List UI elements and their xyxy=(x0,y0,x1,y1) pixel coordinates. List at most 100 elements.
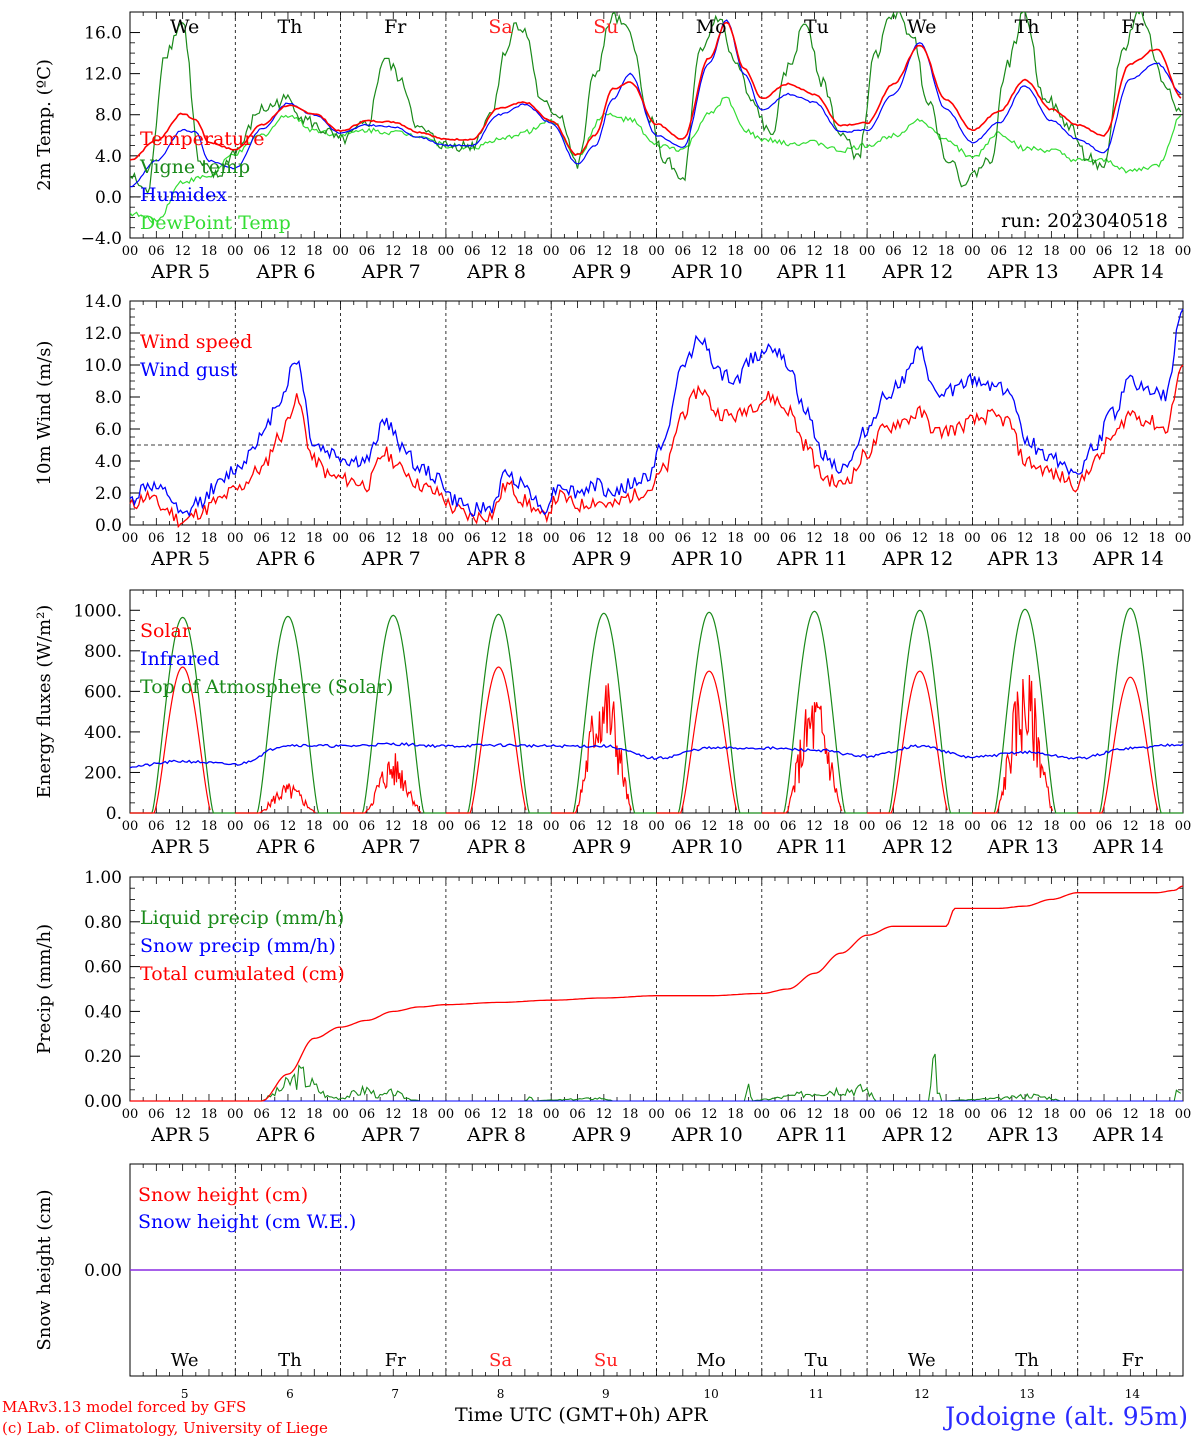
hour-tick-label: 00 xyxy=(648,819,665,834)
hour-tick-label: 06 xyxy=(990,244,1007,259)
total-cumulated-line xyxy=(130,885,1184,1102)
y-tick-label: 8.0 xyxy=(95,106,122,126)
weekday-label: Mo xyxy=(697,1350,726,1371)
y-tick-label: 1.00 xyxy=(84,868,122,888)
series-line-wind-speed xyxy=(129,364,1184,529)
weekday-label: Mo xyxy=(696,16,727,38)
hour-tick-label: 12 xyxy=(490,1107,507,1122)
series-line-vigne-temp xyxy=(130,12,1182,195)
hour-tick-label: 00 xyxy=(859,1107,876,1122)
hour-tick-label: 18 xyxy=(1148,531,1165,546)
hour-tick-label: 06 xyxy=(1096,819,1113,834)
hour-tick-label: 06 xyxy=(148,531,165,546)
weekday-label: Su xyxy=(593,16,618,38)
station-name: Jodoigne (alt. 95m) xyxy=(945,1402,1188,1431)
footer-model: MARv3.13 model forced by GFS xyxy=(2,1398,247,1416)
hour-tick-label: 06 xyxy=(464,244,481,259)
toa-solar-arc xyxy=(445,613,552,814)
y-tick-label: 800. xyxy=(84,642,122,662)
y-tick-label: 1000. xyxy=(73,601,122,621)
hour-tick-label: 06 xyxy=(675,1107,692,1122)
legend-entry: Humidex xyxy=(140,184,227,206)
legend-entry: Total cumulated (cm) xyxy=(140,963,345,985)
hour-tick-label: 00 xyxy=(859,244,876,259)
hour-tick-label: 18 xyxy=(1148,244,1165,259)
day-date-label: APR 5 xyxy=(150,261,210,283)
hour-tick-label: 00 xyxy=(859,819,876,834)
y-tick-label: 10.0 xyxy=(84,356,122,376)
hour-tick-label: 06 xyxy=(885,1107,902,1122)
hour-tick-label: 00 xyxy=(754,819,771,834)
weekday-label: Th xyxy=(1015,1350,1039,1371)
hour-tick-label: 12 xyxy=(1017,244,1034,259)
hour-tick-label: 06 xyxy=(1096,244,1113,259)
day-date-label: APR 14 xyxy=(1092,1124,1164,1146)
y-tick-label: 0.40 xyxy=(84,1002,122,1022)
day-number-label: 9 xyxy=(602,1387,610,1401)
day-date-label: APR 7 xyxy=(361,548,421,570)
hour-tick-label: 18 xyxy=(517,1107,534,1122)
hour-tick-label: 00 xyxy=(122,819,139,834)
day-number-label: 8 xyxy=(497,1387,505,1401)
weekday-label: Fr xyxy=(1122,1350,1143,1371)
hour-tick-label: 00 xyxy=(438,531,455,546)
hour-tick-label: 06 xyxy=(464,531,481,546)
hour-tick-label: 18 xyxy=(727,1107,744,1122)
hour-tick-label: 12 xyxy=(911,531,928,546)
hour-tick-label: 00 xyxy=(1069,1107,1086,1122)
y-tick-label: 6.0 xyxy=(95,420,122,440)
hour-tick-label: 00 xyxy=(648,531,665,546)
hour-tick-label: 12 xyxy=(1122,531,1139,546)
day-date-label: APR 6 xyxy=(255,261,315,283)
y-axis-label: Precip (mm/h) xyxy=(34,924,55,1054)
hour-tick-label: 06 xyxy=(780,819,797,834)
day-date-label: APR 7 xyxy=(361,1124,421,1146)
day-number-label: 10 xyxy=(704,1387,719,1401)
legend-entry: Vigne temp xyxy=(139,156,250,178)
surface-solar-curve xyxy=(130,666,211,814)
hour-tick-label: 12 xyxy=(174,1107,191,1122)
weekday-label: We xyxy=(171,1350,199,1371)
hour-tick-label: 12 xyxy=(701,1107,718,1122)
hour-tick-label: 06 xyxy=(675,531,692,546)
day-number-label: 12 xyxy=(914,1387,929,1401)
hour-tick-label: 18 xyxy=(1043,244,1060,259)
hour-tick-label: 12 xyxy=(806,531,823,546)
hour-tick-label: 00 xyxy=(543,819,560,834)
day-date-label: APR 11 xyxy=(776,836,848,858)
hour-tick-label: 12 xyxy=(806,244,823,259)
hour-tick-label: 00 xyxy=(648,244,665,259)
hour-tick-label: 00 xyxy=(438,1107,455,1122)
day-date-label: APR 6 xyxy=(255,548,315,570)
hour-tick-label: 12 xyxy=(701,531,718,546)
hour-tick-label: 18 xyxy=(306,1107,323,1122)
footer-time-label: Time UTC (GMT+0h) APR xyxy=(455,1404,708,1426)
y-tick-label: −4.0 xyxy=(81,229,122,249)
day-date-label: APR 6 xyxy=(255,836,315,858)
y-axis-label: 10m Wind (m/s) xyxy=(34,341,55,486)
hour-tick-label: 00 xyxy=(122,244,139,259)
hour-tick-label: 18 xyxy=(1148,1107,1165,1122)
hour-tick-label: 12 xyxy=(596,1107,613,1122)
hour-tick-label: 06 xyxy=(885,531,902,546)
y-tick-label: 2.0 xyxy=(95,484,122,504)
hour-tick-label: 18 xyxy=(1148,819,1165,834)
hour-tick-label: 12 xyxy=(174,244,191,259)
hour-tick-label: 18 xyxy=(201,1107,218,1122)
day-date-label: APR 14 xyxy=(1092,836,1164,858)
hour-tick-label: 06 xyxy=(990,531,1007,546)
hour-tick-label: 18 xyxy=(517,819,534,834)
hour-tick-label: 00 xyxy=(1175,1107,1192,1122)
hour-tick-label: 00 xyxy=(1175,531,1192,546)
y-tick-label: 0.00 xyxy=(84,1092,122,1112)
legend-entry: Liquid precip (mm/h) xyxy=(140,907,344,929)
y-tick-label: 600. xyxy=(84,682,122,702)
hour-tick-label: 12 xyxy=(911,244,928,259)
panel-1-series xyxy=(130,12,1182,224)
toa-solar-arc xyxy=(1077,607,1183,814)
hour-tick-label: 06 xyxy=(253,819,270,834)
hour-tick-label: 00 xyxy=(964,244,981,259)
day-date-label: APR 10 xyxy=(671,1124,743,1146)
series-line-temperature xyxy=(130,21,1182,161)
hour-tick-label: 06 xyxy=(675,819,692,834)
